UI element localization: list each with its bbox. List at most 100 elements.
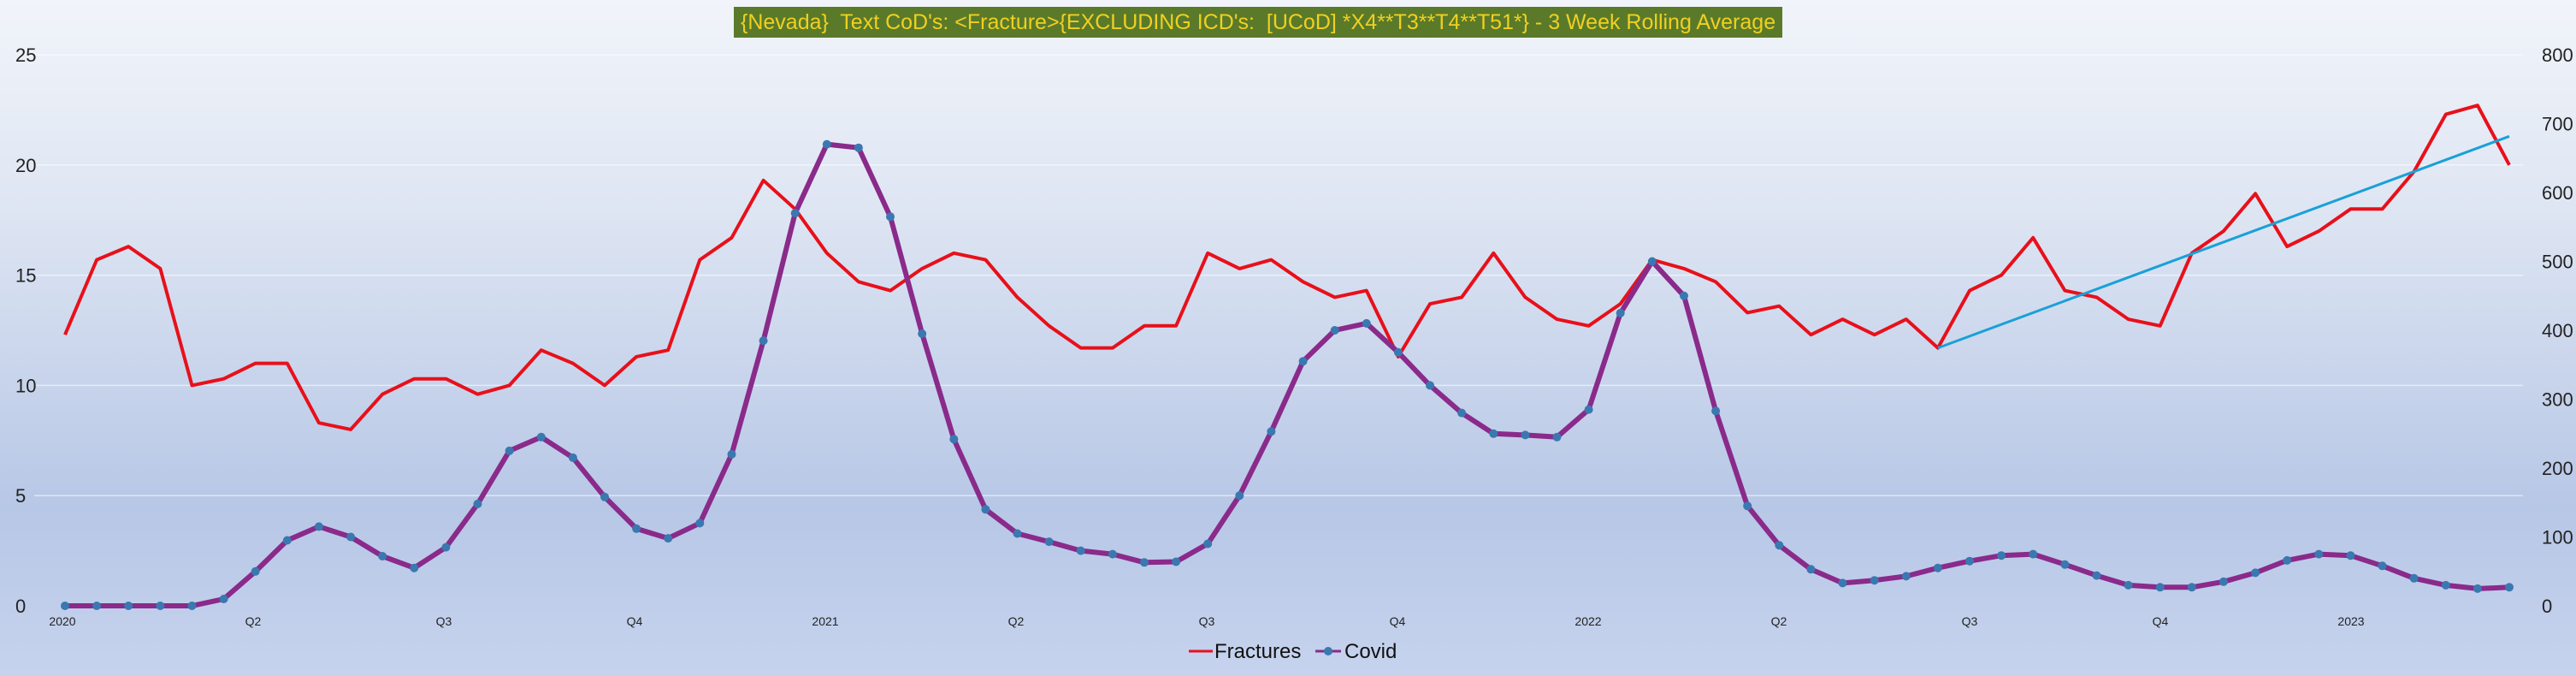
covid-point bbox=[1362, 318, 1371, 328]
y-left-tick-label: 5 bbox=[15, 485, 26, 507]
trendline bbox=[1937, 134, 2510, 350]
covid-point bbox=[600, 492, 609, 501]
y-right-tick-label: 400 bbox=[2542, 320, 2573, 341]
covid-point bbox=[2378, 561, 2387, 571]
covid-point bbox=[822, 139, 831, 149]
gridlines bbox=[34, 54, 2523, 496]
covid-point bbox=[1647, 257, 1657, 266]
y-left-tick-label: 0 bbox=[15, 596, 26, 617]
series-covid-line bbox=[65, 141, 2510, 608]
covid-point bbox=[2029, 549, 2038, 559]
y-left-tick-label: 20 bbox=[15, 155, 36, 176]
covid-point bbox=[1806, 565, 1816, 574]
x-tick-label: 2020 bbox=[49, 614, 75, 628]
y-right-tick-label: 100 bbox=[2542, 527, 2573, 549]
legend-covid-marker bbox=[1324, 647, 1332, 655]
covid-point bbox=[981, 505, 990, 514]
covid-point bbox=[2219, 577, 2228, 586]
covid-point bbox=[1235, 491, 1244, 501]
covid-point bbox=[1426, 381, 1434, 390]
covid-point bbox=[2441, 580, 2450, 590]
covid-point bbox=[187, 602, 197, 610]
covid-point bbox=[1330, 326, 1339, 335]
legend-fractures-label: Fractures bbox=[1214, 640, 1301, 663]
covid-point bbox=[1870, 576, 1879, 585]
x-tick-label: Q2 bbox=[1771, 614, 1787, 628]
covid-point bbox=[1680, 291, 1688, 300]
covid-point bbox=[1901, 572, 1911, 581]
x-axis: 2020 Q2 Q3 Q4 2021 Q2 Q3 Q4 2022 Q2 Q3 Q4 2023 bbox=[49, 614, 2364, 628]
x-tick-label: Q3 bbox=[1199, 614, 1215, 628]
x-tick-label: Q4 bbox=[2153, 614, 2169, 628]
covid-point bbox=[1108, 549, 1117, 559]
covid-point bbox=[1076, 546, 1085, 555]
covid-point bbox=[251, 566, 260, 576]
covid-point bbox=[1457, 408, 1467, 418]
series-fractures-line bbox=[63, 104, 2511, 431]
covid-point bbox=[1172, 557, 1181, 566]
x-tick-label: Q4 bbox=[627, 614, 643, 628]
covid-point bbox=[664, 534, 673, 543]
x-tick-label: Q2 bbox=[245, 614, 262, 628]
covid-point bbox=[1521, 430, 1530, 440]
covid-point bbox=[949, 435, 959, 444]
covid-point bbox=[1140, 558, 1149, 567]
covid-point bbox=[2314, 549, 2324, 559]
covid-point bbox=[1838, 578, 1847, 588]
y-right-tick-label: 600 bbox=[2542, 182, 2573, 204]
covid-point bbox=[536, 432, 546, 442]
x-tick-label: Q2 bbox=[1008, 614, 1025, 628]
y-right-tick-label: 700 bbox=[2542, 114, 2573, 135]
covid-point bbox=[2092, 571, 2101, 580]
x-tick-label: 2023 bbox=[2337, 614, 2364, 628]
covid-point bbox=[2155, 583, 2165, 592]
covid-point bbox=[1203, 539, 1213, 549]
covid-point bbox=[790, 209, 800, 218]
x-tick-label: 2022 bbox=[1575, 614, 1601, 628]
covid-point bbox=[1933, 563, 1942, 572]
covid-point bbox=[441, 543, 451, 552]
legend-covid-label: Covid bbox=[1344, 640, 1397, 663]
covid-point bbox=[314, 522, 323, 531]
covid-point bbox=[1489, 429, 1498, 438]
covid-point bbox=[918, 329, 927, 338]
covid-point bbox=[1616, 308, 1625, 317]
covid-point bbox=[92, 602, 102, 610]
covid-point bbox=[346, 532, 356, 542]
y-left-tick-label: 15 bbox=[15, 265, 36, 287]
covid-point bbox=[1552, 432, 1562, 442]
covid-point bbox=[124, 602, 133, 610]
x-tick-label: Q4 bbox=[1390, 614, 1406, 628]
covid-point bbox=[473, 499, 482, 508]
covid-point bbox=[1711, 406, 1721, 416]
y-left-tick-label: 25 bbox=[15, 44, 36, 66]
left-y-axis: 0 5 10 15 20 25 bbox=[15, 44, 36, 617]
covid-point bbox=[2187, 583, 2196, 592]
covid-point bbox=[1044, 537, 1054, 547]
y-right-tick-label: 500 bbox=[2542, 252, 2573, 273]
covid-point bbox=[2124, 580, 2133, 590]
covid-point bbox=[378, 552, 387, 560]
covid-point bbox=[1775, 541, 1784, 550]
x-tick-label: Q3 bbox=[1962, 614, 1978, 628]
covid-point bbox=[1393, 347, 1403, 357]
covid-point bbox=[1013, 529, 1022, 538]
covid-point bbox=[1743, 501, 1752, 511]
chart-title: {Nevada} Text CoD's: <Fracture>{EXCLUDIN… bbox=[734, 7, 1783, 38]
right-y-axis: 0 100 200 300 400 500 600 700 800 bbox=[2542, 44, 2573, 617]
covid-point bbox=[1997, 551, 2006, 560]
covid-point bbox=[2283, 555, 2292, 565]
covid-point bbox=[2473, 584, 2482, 593]
covid-point bbox=[727, 449, 736, 459]
plot-area bbox=[61, 104, 2514, 610]
x-tick-label: 2021 bbox=[812, 614, 838, 628]
x-tick-label: Q3 bbox=[436, 614, 452, 628]
covid-point bbox=[695, 519, 705, 528]
y-right-tick-label: 0 bbox=[2542, 596, 2552, 617]
covid-point bbox=[2060, 560, 2070, 569]
covid-point bbox=[1584, 405, 1593, 414]
covid-point bbox=[759, 336, 768, 346]
covid-point bbox=[282, 536, 292, 545]
y-right-tick-label: 800 bbox=[2542, 44, 2573, 66]
